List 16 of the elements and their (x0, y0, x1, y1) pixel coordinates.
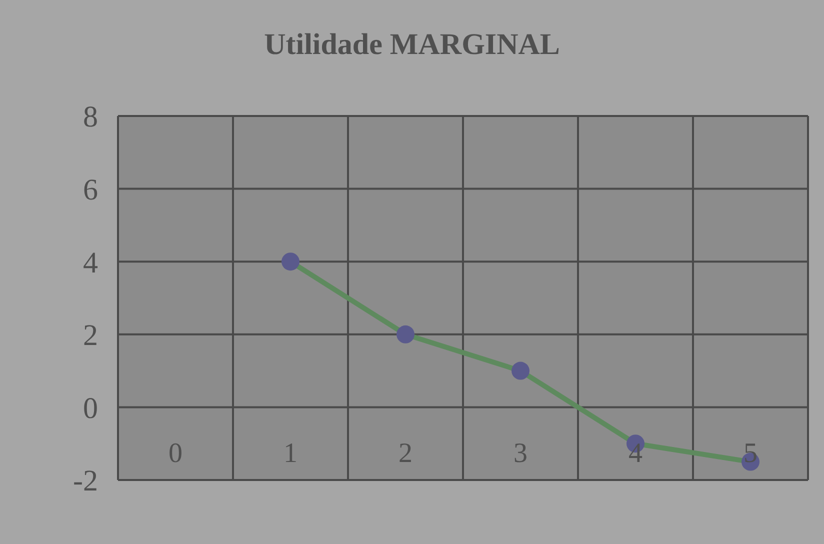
x-tick-label: 4 (628, 438, 644, 470)
point (512, 362, 530, 380)
y-tick-label: -2 (73, 464, 98, 498)
y-tick-label: 8 (83, 100, 98, 134)
x-tick-label: 5 (742, 438, 758, 470)
y-tick-label: 4 (83, 246, 98, 280)
x-tick-label: 1 (282, 438, 298, 470)
y-tick-label: 0 (83, 392, 98, 425)
point (396, 325, 414, 344)
y-tick-label: 6 (83, 173, 98, 206)
y-tick-label: 2 (83, 319, 98, 352)
chart-title: Utilidade MARGINAL (263, 28, 561, 62)
x-tick-label: 2 (398, 438, 414, 470)
x-tick-label: 0 (168, 438, 184, 470)
x-tick-label: 3 (512, 438, 528, 470)
point (282, 252, 300, 271)
